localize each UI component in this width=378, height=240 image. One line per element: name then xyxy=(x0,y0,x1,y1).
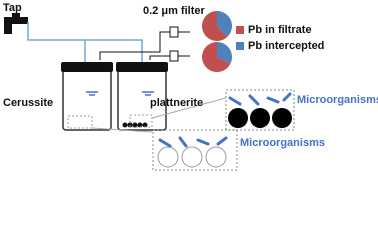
legend: Pb in filtrate Pb intercepted xyxy=(236,24,324,52)
pie-slice xyxy=(217,42,233,64)
jars xyxy=(61,62,227,133)
plattnerite-zoom xyxy=(225,89,295,131)
cerussite-zoom xyxy=(152,129,238,171)
legend-label: Pb in filtrate xyxy=(248,24,312,36)
legend-swatch xyxy=(236,26,244,34)
tap-label: Tap xyxy=(3,2,22,14)
microorganisms-label: Microorganisms xyxy=(297,94,378,106)
plattnerite-label: plattnerite xyxy=(150,97,203,109)
microorganisms-label: Microorganisms xyxy=(240,137,325,149)
legend-label: Pb intercepted xyxy=(248,40,324,52)
pie-slice xyxy=(202,42,231,72)
pie-slice xyxy=(217,11,233,37)
faucet xyxy=(4,13,28,34)
diagram: Tap 0.2 μm filter Cer xyxy=(3,2,378,171)
filter-label: 0.2 μm filter xyxy=(143,5,205,17)
filters xyxy=(169,26,190,62)
pie-slice xyxy=(202,11,228,42)
filter-lines xyxy=(99,31,170,60)
pies xyxy=(202,11,233,72)
cerussite-label: Cerussite xyxy=(3,97,53,109)
legend-swatch xyxy=(236,42,244,50)
